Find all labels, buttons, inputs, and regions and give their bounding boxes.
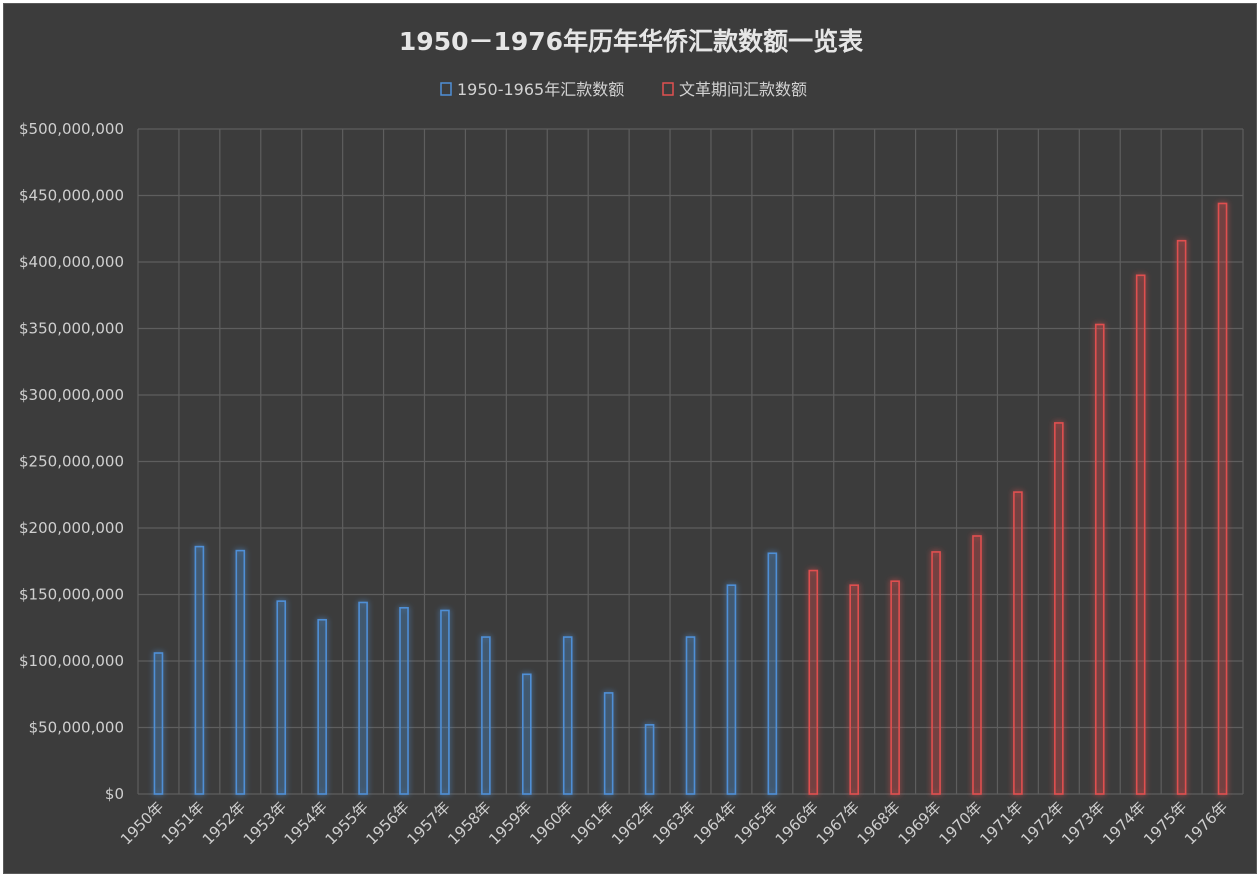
x-tick-label: 1975年 bbox=[1140, 798, 1190, 848]
bar-1959年 bbox=[521, 673, 532, 795]
x-tick-label: 1952年 bbox=[199, 798, 249, 848]
x-tick-label: 1976年 bbox=[1181, 798, 1231, 848]
bar-1960年 bbox=[562, 636, 573, 795]
legend-swatch-series-2 bbox=[662, 82, 674, 96]
y-axis: $0 $50,000,000 $100,000,000 $150,000,000 $20… bbox=[19, 120, 124, 803]
x-tick-label: 1965年 bbox=[731, 798, 781, 848]
x-tick-label: 1964年 bbox=[690, 798, 740, 848]
bar-1957年 bbox=[440, 609, 450, 795]
x-tick-label: 1951年 bbox=[158, 798, 208, 848]
x-tick-label: 1967年 bbox=[813, 798, 863, 848]
x-tick-label: 1955年 bbox=[322, 798, 372, 848]
x-tick-label: 1968年 bbox=[854, 798, 904, 848]
x-tick-label: 1969年 bbox=[895, 798, 945, 848]
bar-1967年 bbox=[849, 584, 860, 795]
y-tick-label: $0 bbox=[105, 785, 124, 803]
bar-1973年 bbox=[1094, 323, 1105, 795]
bar-1955年 bbox=[358, 601, 368, 795]
bar-1954年 bbox=[317, 618, 327, 795]
bar-1958年 bbox=[481, 636, 491, 795]
x-tick-label: 1960年 bbox=[526, 798, 576, 848]
bar-1966年 bbox=[808, 569, 819, 795]
bar-1952年 bbox=[235, 549, 246, 795]
y-tick-label: $200,000,000 bbox=[19, 519, 124, 537]
x-tick-label: 1956年 bbox=[363, 798, 413, 848]
legend-label-series-2: 文革期间汇款数额 bbox=[679, 80, 807, 99]
x-tick-label: 1953年 bbox=[240, 798, 290, 848]
y-tick-label: $400,000,000 bbox=[19, 253, 124, 271]
bar-1975年 bbox=[1176, 239, 1187, 795]
bar-1962年 bbox=[644, 724, 655, 795]
x-axis: 1950年1951年1952年1953年1954年1955年1956年1957年… bbox=[117, 798, 1231, 848]
bar-1970年 bbox=[972, 535, 982, 795]
bar-1953年 bbox=[276, 600, 287, 795]
bar-1964年 bbox=[726, 584, 737, 795]
chart-bars bbox=[153, 202, 1228, 795]
x-tick-label: 1961年 bbox=[567, 798, 617, 848]
x-tick-label: 1954年 bbox=[281, 798, 331, 848]
bar-1971年 bbox=[1013, 491, 1023, 795]
bar-1976年 bbox=[1217, 202, 1228, 795]
y-tick-label: $350,000,000 bbox=[19, 320, 124, 338]
chart-frame: 1950－1976年历年华侨汇款数额一览表 1950-1965年汇款数额 文革期… bbox=[3, 3, 1257, 874]
bar-1956年 bbox=[399, 606, 409, 795]
x-tick-label: 1971年 bbox=[976, 798, 1026, 848]
bar-1965年 bbox=[767, 552, 778, 795]
bar-1974年 bbox=[1135, 274, 1146, 795]
y-tick-label: $50,000,000 bbox=[29, 719, 124, 737]
x-tick-label: 1959年 bbox=[485, 798, 535, 848]
bar-1972年 bbox=[1054, 422, 1064, 795]
bar-1963年 bbox=[685, 636, 696, 795]
bar-chart: 1950－1976年历年华侨汇款数额一览表 1950-1965年汇款数额 文革期… bbox=[19, 27, 1244, 848]
y-tick-label: $100,000,000 bbox=[19, 652, 124, 670]
y-tick-label: $500,000,000 bbox=[19, 120, 124, 138]
bar-1969年 bbox=[931, 551, 941, 795]
bar-1961年 bbox=[603, 692, 614, 795]
legend-label-series-1: 1950-1965年汇款数额 bbox=[457, 80, 624, 99]
chart-legend: 1950-1965年汇款数额 文革期间汇款数额 bbox=[440, 80, 807, 99]
x-tick-label: 1950年 bbox=[117, 798, 167, 848]
x-tick-label: 1958年 bbox=[444, 798, 494, 848]
bar-1951年 bbox=[194, 545, 205, 795]
x-tick-label: 1963年 bbox=[649, 798, 699, 848]
bar-1968年 bbox=[890, 580, 900, 795]
x-tick-label: 1966年 bbox=[772, 798, 822, 848]
chart-title: 1950－1976年历年华侨汇款数额一览表 bbox=[399, 27, 864, 56]
y-tick-label: $150,000,000 bbox=[19, 586, 124, 604]
y-tick-label: $450,000,000 bbox=[19, 187, 124, 205]
legend-swatch-series-1 bbox=[440, 82, 452, 96]
x-tick-label: 1962年 bbox=[608, 798, 658, 848]
x-tick-label: 1972年 bbox=[1017, 798, 1067, 848]
x-tick-label: 1973年 bbox=[1058, 798, 1108, 848]
y-tick-label: $250,000,000 bbox=[19, 453, 124, 471]
x-tick-label: 1974年 bbox=[1099, 798, 1149, 848]
x-tick-label: 1970年 bbox=[935, 798, 985, 848]
chart-grid bbox=[137, 128, 1244, 795]
bar-1950年 bbox=[153, 652, 164, 795]
x-tick-label: 1957年 bbox=[403, 798, 453, 848]
y-tick-label: $300,000,000 bbox=[19, 386, 124, 404]
